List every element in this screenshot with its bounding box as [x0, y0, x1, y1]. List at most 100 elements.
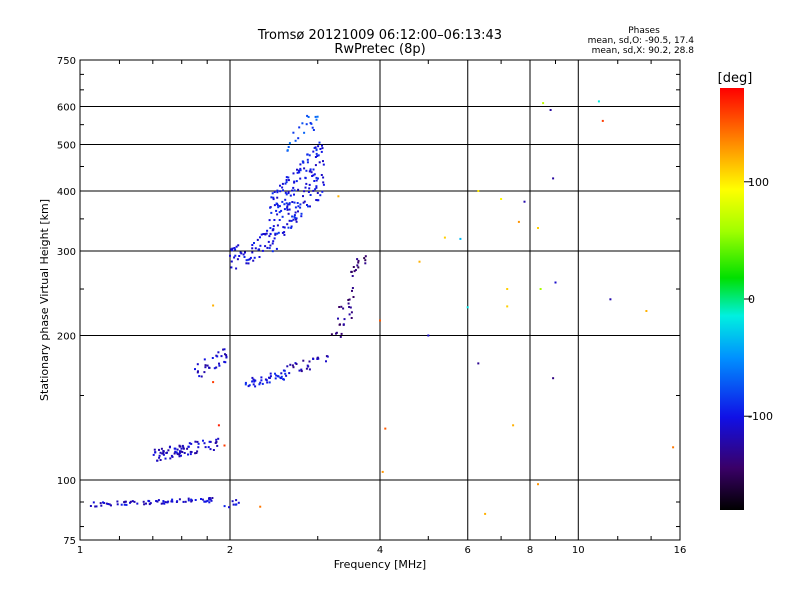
data-point	[212, 304, 215, 307]
data-point	[162, 453, 165, 456]
data-point	[321, 147, 324, 150]
data-point	[232, 503, 235, 506]
data-point	[162, 500, 165, 503]
data-point	[230, 266, 233, 269]
data-point	[506, 305, 509, 308]
data-point	[251, 376, 254, 379]
data-point	[313, 173, 316, 176]
data-point	[284, 372, 287, 375]
data-point	[243, 256, 246, 258]
data-point	[276, 213, 279, 216]
data-point	[260, 233, 263, 236]
data-point	[297, 137, 300, 140]
data-point	[174, 447, 177, 450]
data-point	[601, 119, 604, 122]
data-point	[207, 446, 210, 449]
data-point	[310, 171, 313, 174]
data-point	[265, 379, 268, 382]
data-point	[285, 202, 288, 205]
data-point	[330, 333, 333, 336]
data-point	[208, 366, 211, 369]
data-point	[253, 256, 256, 259]
y-tick-label: 300	[57, 247, 76, 258]
data-point	[277, 231, 280, 234]
data-point	[293, 201, 296, 204]
data-point	[202, 439, 204, 442]
data-point	[194, 368, 196, 371]
data-point	[92, 501, 95, 504]
data-point	[306, 114, 309, 117]
data-point	[287, 176, 290, 179]
data-point	[311, 175, 314, 177]
colorbar	[720, 88, 744, 510]
data-point	[645, 310, 648, 312]
data-point	[299, 163, 302, 166]
data-point	[279, 184, 281, 187]
data-point	[272, 228, 275, 231]
data-point	[143, 503, 146, 506]
data-point	[99, 502, 102, 505]
data-point	[258, 256, 261, 258]
data-point	[381, 470, 384, 473]
data-point	[196, 371, 199, 374]
data-point	[287, 190, 290, 193]
data-point	[311, 126, 314, 129]
data-point	[190, 498, 193, 501]
data-point	[110, 504, 112, 507]
data-point	[205, 500, 208, 503]
data-point	[304, 177, 307, 180]
data-point	[142, 500, 145, 503]
data-point	[284, 198, 287, 201]
data-point	[288, 142, 291, 145]
data-point	[272, 240, 275, 243]
data-point	[271, 192, 274, 195]
data-point	[549, 109, 552, 111]
x-tick-label: 4	[377, 545, 383, 556]
data-point	[348, 298, 351, 301]
data-point	[517, 220, 520, 223]
data-point	[275, 209, 278, 212]
data-point	[217, 424, 220, 427]
data-point	[309, 205, 311, 208]
data-point	[301, 122, 304, 125]
data-point	[537, 483, 539, 486]
data-point	[306, 158, 309, 161]
data-point	[339, 335, 342, 338]
data-point	[354, 269, 357, 271]
data-point	[552, 177, 555, 180]
data-point	[158, 454, 161, 457]
data-point	[427, 334, 430, 337]
data-point	[308, 187, 311, 190]
data-point	[320, 174, 323, 176]
data-point	[244, 251, 246, 254]
data-point	[319, 194, 322, 197]
data-point	[218, 362, 220, 365]
data-point	[209, 440, 212, 443]
data-point	[477, 362, 480, 365]
data-point	[123, 503, 126, 506]
x-tick-label: 2	[227, 545, 233, 556]
data-point	[287, 179, 290, 182]
data-point	[203, 371, 206, 374]
data-point	[317, 145, 320, 148]
data-point	[282, 369, 285, 372]
data-point	[105, 502, 108, 505]
data-point	[305, 182, 308, 185]
data-point	[187, 499, 190, 502]
data-point	[124, 500, 127, 503]
data-point	[356, 258, 359, 261]
data-point	[224, 353, 226, 356]
data-point	[208, 501, 211, 504]
data-point	[280, 372, 283, 375]
data-point	[305, 367, 308, 370]
stats-x-line: mean, sd,X: 90.2, 28.8	[592, 46, 695, 56]
data-point	[304, 186, 307, 189]
data-point	[338, 323, 341, 326]
stats-o-line: mean, sd,O: -90.5, 17.4	[588, 36, 695, 46]
data-point	[299, 167, 302, 170]
data-point	[182, 447, 185, 450]
data-point	[308, 183, 311, 186]
data-point	[100, 504, 103, 507]
data-point	[321, 190, 324, 193]
